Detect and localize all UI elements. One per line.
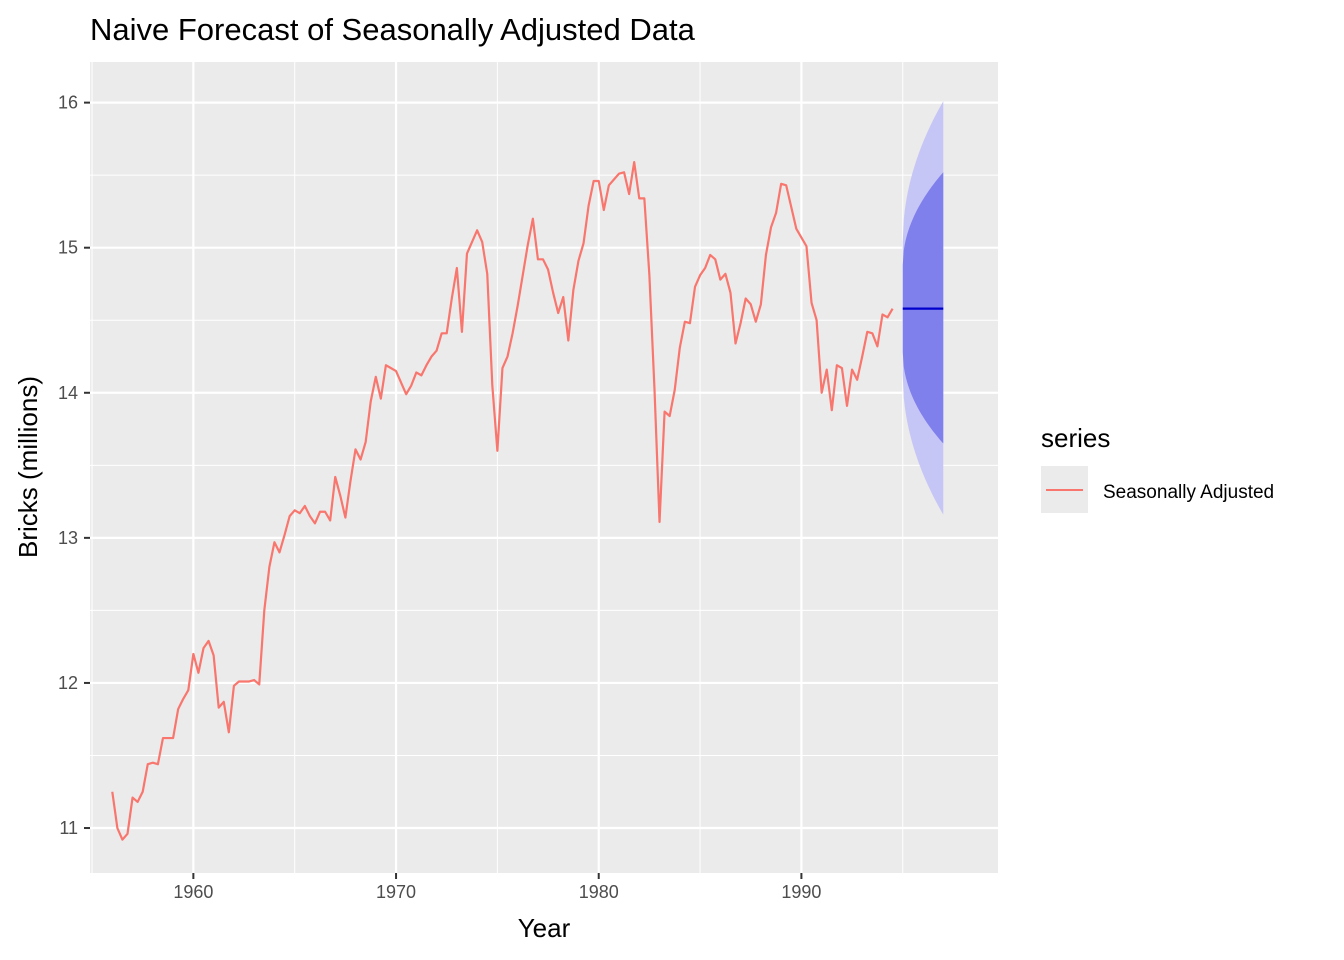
minor-grid xyxy=(90,62,998,873)
y-tick-label: 14 xyxy=(58,383,78,403)
legend: series Seasonally Adjusted xyxy=(1041,423,1274,513)
forecast-layer xyxy=(902,101,944,515)
y-axis-title: Bricks (millions) xyxy=(13,376,43,558)
plot-panel xyxy=(90,62,998,873)
y-axis: 11 12 13 14 15 16 xyxy=(58,93,90,838)
y-tick-label: 13 xyxy=(58,528,78,548)
y-tick-label: 12 xyxy=(58,673,78,693)
chart-title: Naive Forecast of Seasonally Adjusted Da… xyxy=(90,12,696,47)
x-axis: 1960 1970 1980 1990 xyxy=(173,873,821,902)
x-axis-title: Year xyxy=(518,913,571,943)
x-tick-label: 1990 xyxy=(781,882,821,902)
x-tick-label: 1980 xyxy=(579,882,619,902)
y-tick-label: 15 xyxy=(58,238,78,258)
legend-title: series xyxy=(1041,423,1110,453)
major-grid xyxy=(90,62,998,873)
series-layer xyxy=(111,161,894,841)
legend-label: Seasonally Adjusted xyxy=(1103,482,1274,503)
series-line-seasonally-adjusted xyxy=(111,161,894,841)
x-tick-label: 1970 xyxy=(376,882,416,902)
y-tick-label: 11 xyxy=(59,818,78,838)
y-tick-label: 16 xyxy=(58,93,78,113)
x-tick-label: 1960 xyxy=(173,882,213,902)
